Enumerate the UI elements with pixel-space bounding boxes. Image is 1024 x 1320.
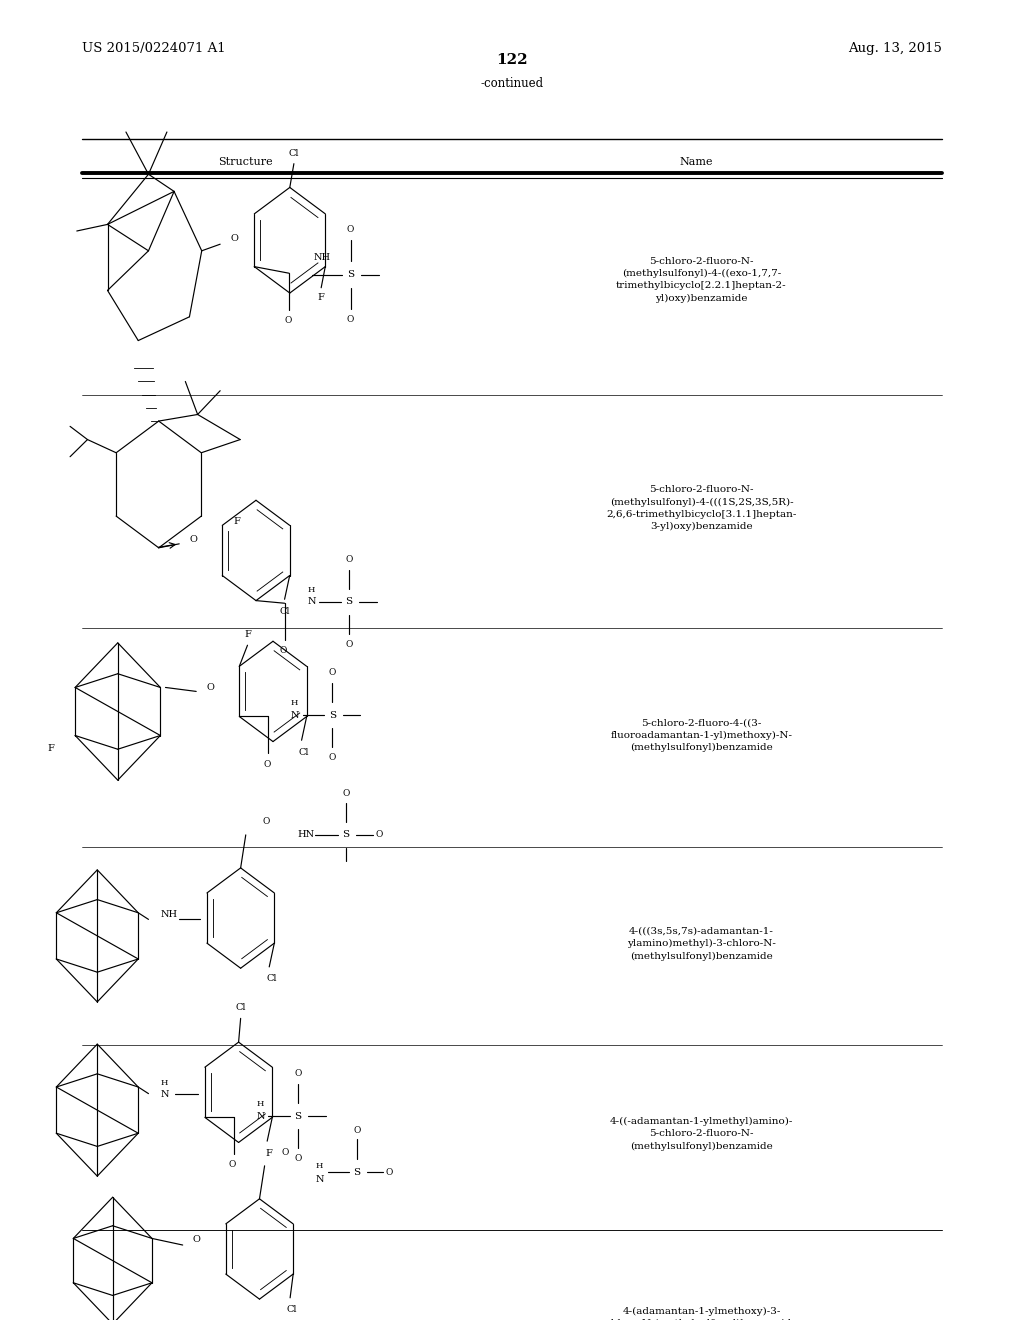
Text: O: O [294, 1154, 302, 1163]
Text: F: F [317, 293, 325, 301]
Text: 5-chloro-2-fluoro-4-((3-
fluoroadamantan-1-yl)methoxy)-N-
(methylsulfonyl)benzam: 5-chloro-2-fluoro-4-((3- fluoroadamantan… [610, 718, 793, 752]
Text: O: O [193, 1236, 201, 1245]
Text: H: H [291, 700, 298, 708]
Text: N: N [315, 1175, 325, 1184]
Text: H: H [307, 586, 314, 594]
Text: H: H [256, 1100, 263, 1109]
Text: HN: HN [297, 830, 314, 840]
Text: H: H [161, 1078, 168, 1088]
Text: O: O [263, 759, 270, 768]
Text: O: O [230, 235, 239, 243]
Text: O: O [228, 1160, 237, 1170]
Text: Aug. 13, 2015: Aug. 13, 2015 [848, 42, 942, 55]
Text: H: H [315, 1162, 324, 1170]
Text: O: O [347, 315, 354, 323]
Text: N: N [291, 710, 299, 719]
Text: O: O [207, 682, 214, 692]
Text: US 2015/0224071 A1: US 2015/0224071 A1 [82, 42, 225, 55]
Text: -continued: -continued [480, 77, 544, 90]
Text: Cl: Cl [287, 1305, 297, 1315]
Text: 5-chloro-2-fluoro-N-
(methylsulfonyl)-4-(((1S,2S,3S,5R)-
2,6,6-trimethylbicyclo[: 5-chloro-2-fluoro-N- (methylsulfonyl)-4-… [606, 486, 797, 531]
Text: O: O [285, 317, 292, 325]
Text: O: O [342, 789, 350, 799]
Text: O: O [375, 830, 383, 840]
Text: S: S [329, 710, 336, 719]
Text: Cl: Cl [280, 607, 290, 615]
Text: Cl: Cl [298, 747, 309, 756]
Text: N: N [307, 598, 315, 606]
Text: N: N [161, 1090, 169, 1100]
Text: F: F [48, 744, 54, 754]
Text: 4-((-adamantan-1-ylmethyl)amino)-
5-chloro-2-fluoro-N-
(methylsulfonyl)benzamide: 4-((-adamantan-1-ylmethyl)amino)- 5-chlo… [609, 1117, 794, 1151]
Text: Cl: Cl [266, 974, 276, 983]
Text: O: O [345, 640, 353, 648]
Text: Name: Name [680, 157, 713, 168]
Text: F: F [233, 517, 240, 525]
Text: S: S [347, 271, 354, 279]
Text: 5-chloro-2-fluoro-N-
(methylsulfonyl)-4-((exo-1,7,7-
trimethylbicyclo[2.2.1]hept: 5-chloro-2-fluoro-N- (methylsulfonyl)-4-… [616, 257, 786, 302]
Text: O: O [294, 1069, 302, 1078]
Text: NH: NH [161, 909, 178, 919]
Text: 4-(adamantan-1-ylmethoxy)-3-
chloro-N-(methylsulfonyl)benzamide: 4-(adamantan-1-ylmethoxy)-3- chloro-N-(m… [605, 1307, 798, 1320]
Text: F: F [244, 630, 251, 639]
Text: S: S [343, 830, 349, 840]
Text: Structure: Structure [218, 157, 273, 168]
Text: O: O [280, 647, 288, 655]
Text: F: F [266, 1148, 272, 1158]
Text: S: S [295, 1111, 302, 1121]
Text: O: O [262, 817, 270, 826]
Text: Cl: Cl [236, 1003, 246, 1012]
Text: S: S [346, 598, 352, 606]
Text: 122: 122 [497, 53, 527, 67]
Text: O: O [353, 1126, 360, 1135]
Text: O: O [345, 556, 353, 564]
Text: S: S [353, 1168, 360, 1177]
Text: O: O [189, 536, 198, 544]
Text: O: O [347, 226, 354, 234]
Text: N: N [256, 1111, 264, 1121]
Text: Cl: Cl [289, 149, 299, 157]
Text: O: O [386, 1168, 393, 1177]
Text: O: O [329, 668, 336, 677]
Text: O: O [329, 752, 336, 762]
Text: O: O [282, 1148, 289, 1158]
Text: NH: NH [313, 253, 331, 261]
Text: 4-(((3s,5s,7s)-adamantan-1-
ylamino)methyl)-3-chloro-N-
(methylsulfonyl)benzamid: 4-(((3s,5s,7s)-adamantan-1- ylamino)meth… [627, 927, 776, 961]
